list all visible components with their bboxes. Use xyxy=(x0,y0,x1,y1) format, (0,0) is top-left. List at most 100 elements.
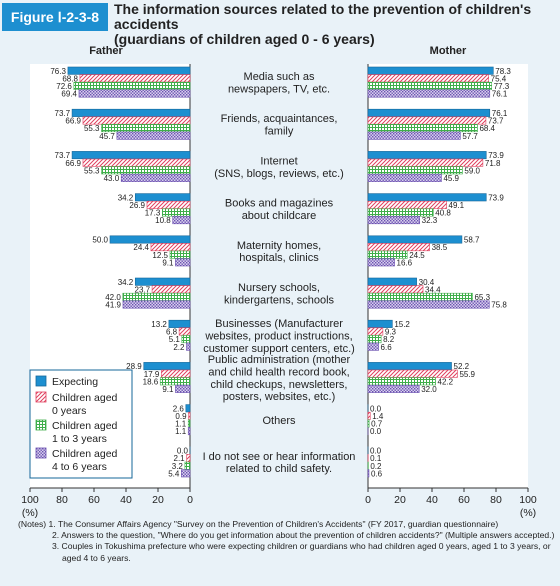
mother-bar xyxy=(367,208,434,217)
father-bar xyxy=(71,108,191,117)
father-bar xyxy=(122,292,191,301)
legend-label: 4 to 6 years xyxy=(52,461,107,473)
mother-data-label: 1.4 xyxy=(372,412,384,421)
legend-label: Children aged xyxy=(52,448,118,460)
father-data-label: 2.6 xyxy=(173,404,185,413)
father-bar xyxy=(175,384,191,393)
mother-bar xyxy=(367,327,384,336)
mother-bar xyxy=(367,131,461,140)
category-label: related to child safety. xyxy=(226,463,332,475)
mother-data-label: 16.6 xyxy=(397,258,413,267)
mother-data-label: 0.6 xyxy=(371,469,383,478)
legend-swatch xyxy=(35,391,47,403)
father-bar xyxy=(120,173,191,182)
mother-data-label: 9.3 xyxy=(385,328,397,337)
father-bar xyxy=(188,411,191,420)
mother-data-label: 24.5 xyxy=(409,251,425,260)
mother-data-label: 73.7 xyxy=(488,117,504,126)
father-bar xyxy=(150,243,191,252)
mother-bar xyxy=(367,89,491,98)
father-data-label: 5.4 xyxy=(168,469,180,478)
mother-bar xyxy=(367,292,473,301)
father-data-label: 0.9 xyxy=(175,412,187,421)
father-data-label: 9.1 xyxy=(162,385,174,394)
mother-x-tick-label: 20 xyxy=(394,494,406,506)
father-data-label: 13.2 xyxy=(151,320,167,329)
father-data-label: 68.8 xyxy=(62,74,78,83)
mother-data-label: 32.0 xyxy=(421,385,437,394)
mother-bar xyxy=(367,74,489,83)
father-bar xyxy=(186,342,191,351)
category-label: family xyxy=(265,126,294,138)
mother-data-label: 73.9 xyxy=(488,193,504,202)
father-bar xyxy=(134,193,191,202)
mother-bar xyxy=(367,319,393,328)
category-label: newspapers, TV, etc. xyxy=(228,83,330,95)
father-data-label: 34.2 xyxy=(118,193,134,202)
mother-bar xyxy=(367,193,487,202)
father-bar xyxy=(178,327,191,336)
mother-bar xyxy=(367,250,408,259)
category-label: Internet xyxy=(260,155,297,167)
father-data-label: 17.9 xyxy=(144,370,160,379)
father-data-label: 66.9 xyxy=(65,159,81,168)
legend-swatch xyxy=(35,419,47,431)
father-bar xyxy=(151,285,191,294)
father-data-label: 72.6 xyxy=(56,82,72,91)
butterfly-bar-chart: Father Mother 76.3 78.373.7 76.173.7 73.934.… xyxy=(21,45,537,518)
category-label: (SNS, blogs, reviews, etc.) xyxy=(214,168,344,180)
mother-bar xyxy=(367,258,395,267)
father-data-label: 73.7 xyxy=(55,151,71,160)
mother-data-label: 68.4 xyxy=(479,124,495,133)
figure-title: The information sources related to the p… xyxy=(114,2,554,47)
mother-bar xyxy=(367,173,442,182)
mother-bar xyxy=(367,277,417,286)
father-bar xyxy=(143,362,191,371)
mother-bar xyxy=(367,158,484,167)
figure-title-line-1: The information sources related to the p… xyxy=(114,1,532,32)
mother-bar xyxy=(367,81,492,90)
father-bar xyxy=(82,116,191,125)
legend-label: Children aged xyxy=(52,420,118,432)
father-data-label: 55.3 xyxy=(84,166,100,175)
mother-data-label: 40.8 xyxy=(435,209,451,218)
category-label: Businesses (Manufacturer xyxy=(215,318,343,330)
father-data-label: 18.6 xyxy=(143,377,159,386)
mother-x-tick-label: 80 xyxy=(490,494,502,506)
mother-bar xyxy=(367,166,463,175)
father-panel-title: Father xyxy=(89,45,123,57)
father-bar xyxy=(168,319,191,328)
father-bar xyxy=(185,404,191,413)
category-label: Media such as xyxy=(244,71,315,83)
father-bar xyxy=(159,377,191,386)
mother-data-label: 0.7 xyxy=(371,420,383,429)
mother-data-label: 38.5 xyxy=(432,243,448,252)
father-bar xyxy=(181,335,191,344)
father-x-tick-label: 80 xyxy=(56,494,68,506)
mother-data-label: 65.3 xyxy=(474,293,490,302)
legend-label: 1 to 3 years xyxy=(52,433,107,445)
father-bar xyxy=(134,277,191,286)
legend-label: Expecting xyxy=(52,376,98,388)
legend-swatch xyxy=(35,447,47,459)
father-bar xyxy=(175,258,191,267)
father-bar xyxy=(82,158,191,167)
father-bar xyxy=(101,166,191,175)
father-data-label: 41.9 xyxy=(105,301,121,310)
father-data-label: 55.3 xyxy=(84,124,100,133)
mother-data-label: 0.0 xyxy=(370,447,382,456)
father-data-label: 10.8 xyxy=(155,216,171,225)
father-x-tick-label: 100 xyxy=(21,494,39,506)
father-x-tick-label: 0 xyxy=(187,494,193,506)
category-label: customer support centers, etc.) xyxy=(203,343,355,355)
father-data-label: 28.9 xyxy=(126,362,142,371)
father-data-label: 69.4 xyxy=(61,90,77,99)
mother-data-label: 52.2 xyxy=(454,362,470,371)
mother-bar xyxy=(367,342,379,351)
mother-unit-label: (%) xyxy=(520,507,536,518)
mother-data-label: 6.6 xyxy=(381,343,393,352)
legend-label: 0 years xyxy=(52,405,86,417)
note-1: (Notes) 1. The Consumer Affairs Agency "… xyxy=(18,519,499,529)
father-bar xyxy=(172,216,191,225)
father-data-label: 0.0 xyxy=(177,447,189,456)
